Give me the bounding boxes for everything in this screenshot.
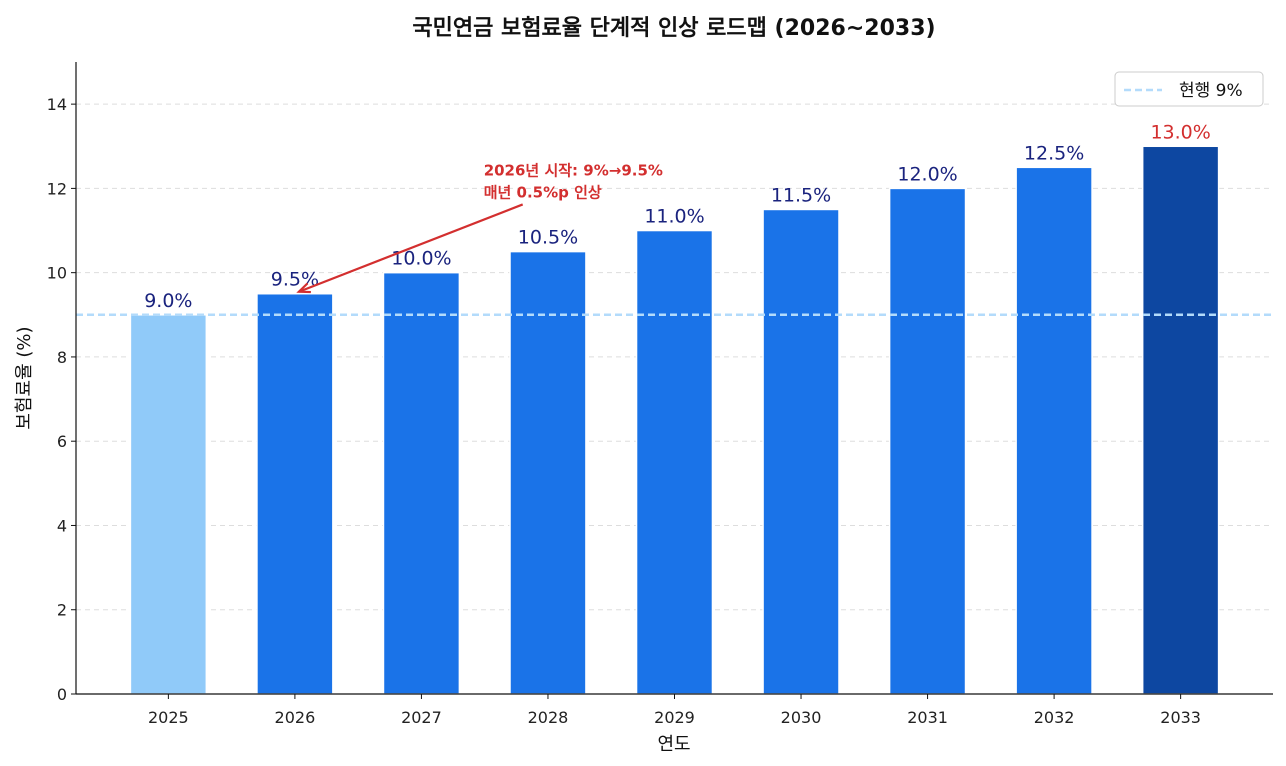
annotation-text: 2026년 시작: 9%→9.5%	[484, 161, 663, 179]
arrow-head-icon	[296, 282, 311, 294]
y-tick-label: 12	[47, 179, 67, 198]
x-tick-label: 2025	[148, 708, 189, 727]
chart-title: 국민연금 보험료율 단계적 인상 로드맵 (2026~2033)	[412, 15, 935, 41]
value-labels: 9.0%9.5%10.0%10.5%11.0%11.5%12.0%12.5%13…	[144, 121, 1211, 312]
bar-2027	[382, 271, 461, 695]
y-tick-label: 0	[57, 685, 67, 704]
x-axis-label: 연도	[657, 734, 690, 755]
bar-2033	[1141, 145, 1220, 695]
bar-2026	[256, 292, 334, 695]
bars	[129, 145, 1220, 695]
legend-reference-label: 현행 9%	[1179, 81, 1243, 101]
bar-2025	[129, 314, 208, 695]
y-tick-label: 14	[47, 95, 67, 114]
y-tick-label: 6	[57, 432, 67, 451]
annotation-arrow	[298, 203, 524, 293]
bar-2031	[888, 187, 967, 695]
x-tick-label: 2032	[1034, 708, 1075, 727]
value-label: 9.0%	[144, 290, 192, 312]
x-tick-label: 2026	[275, 708, 316, 727]
y-tick-label: 10	[47, 264, 67, 283]
x-tick-label: 2027	[401, 708, 442, 727]
value-label: 10.0%	[391, 248, 451, 270]
legend-box	[1114, 71, 1264, 107]
bar-2032	[1015, 166, 1093, 695]
x-tick-label: 2029	[654, 708, 695, 727]
annotation-text: 매년 0.5%p 인상	[484, 183, 602, 201]
x-tick-label: 2031	[907, 708, 948, 727]
y-tick-label: 8	[57, 348, 67, 367]
legend: 현행 9%	[1114, 71, 1264, 107]
y-axis-label: 보험료율 (%)	[14, 326, 35, 429]
x-tick-label: 2028	[528, 708, 569, 727]
axes: 0 2 4 6 8 10 12 14 2025 2026 2027 2028 2029 2030 2031 2…	[47, 62, 1273, 727]
value-label: 13.0%	[1150, 121, 1210, 143]
bar-2030	[762, 208, 840, 695]
value-label: 12.5%	[1024, 142, 1084, 164]
bar-2029	[635, 229, 714, 695]
y-tick-label: 4	[57, 516, 67, 535]
x-tick-label: 2033	[1160, 708, 1201, 727]
x-tick-label: 2030	[781, 708, 822, 727]
value-label: 11.0%	[644, 206, 704, 228]
value-label: 12.0%	[897, 163, 957, 185]
annotation: 2026년 시작: 9%→9.5% 매년 0.5%p 인상	[296, 161, 663, 294]
value-label: 11.5%	[771, 184, 831, 206]
y-tick-label: 2	[57, 601, 67, 620]
value-label: 10.5%	[518, 227, 578, 249]
bar-2028	[509, 250, 587, 695]
